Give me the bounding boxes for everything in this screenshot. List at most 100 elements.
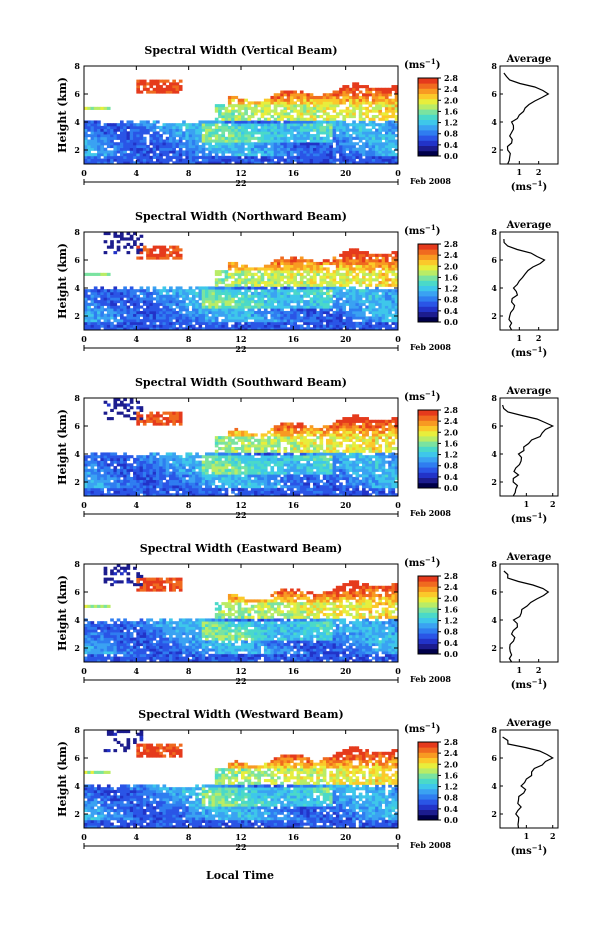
- heatmap-cell: [237, 150, 242, 154]
- heatmap-cell: [152, 463, 157, 467]
- heatmap-cell: [293, 319, 297, 323]
- heatmap-cell: [247, 150, 252, 154]
- heatmap-cell: [119, 139, 124, 143]
- heatmap-cell: [159, 466, 163, 470]
- heatmap-cell: [316, 310, 320, 315]
- heatmap-cell: [133, 305, 137, 309]
- heatmap-cell: [312, 297, 317, 301]
- heatmap-cell: [234, 436, 239, 440]
- heatmap-cell: [309, 281, 314, 285]
- heatmap-cell: [260, 286, 265, 290]
- heatmap-cell: [155, 85, 160, 89]
- heatmap-cell: [339, 313, 343, 317]
- heatmap-cell: [110, 142, 114, 146]
- heatmap-cell: [227, 313, 232, 317]
- heatmap-cell: [322, 302, 327, 306]
- heatmap-cell: [191, 134, 196, 138]
- heatmap-cell: [100, 455, 105, 459]
- heatmap-cell: [306, 93, 311, 97]
- heatmap-cell: [280, 310, 284, 315]
- heatmap-cell: [123, 289, 127, 293]
- heatmap-cell: [123, 302, 127, 306]
- heatmap-cell: [175, 153, 180, 157]
- heatmap-cell: [165, 468, 170, 472]
- heatmap-cell: [231, 447, 235, 451]
- heatmap-cell: [175, 251, 180, 255]
- heatmap-cell: [316, 324, 320, 328]
- heatmap-cell: [169, 85, 173, 89]
- heatmap-cell: [345, 319, 350, 323]
- heatmap-cell: [218, 305, 222, 309]
- heatmap-cell: [221, 104, 226, 108]
- heatmap-cell: [191, 294, 196, 298]
- heatmap-cell: [139, 324, 144, 328]
- heatmap-cell: [224, 490, 229, 494]
- heatmap-cell: [358, 321, 363, 325]
- heatmap-cell: [218, 291, 222, 296]
- heatmap-cell: [224, 310, 229, 315]
- heatmap-cell: [162, 305, 167, 309]
- heatmap-cell: [241, 270, 245, 274]
- heatmap-cell: [365, 131, 369, 135]
- heatmap-cell: [155, 87, 160, 91]
- heatmap-cell: [149, 134, 154, 138]
- heatmap-cell: [309, 310, 314, 315]
- heatmap-cell: [191, 150, 196, 154]
- heatmap-cell: [270, 155, 275, 159]
- x-tick-label: 12: [235, 168, 246, 178]
- heatmap-cell: [394, 139, 399, 143]
- heatmap-cell: [260, 128, 265, 132]
- heatmap-cell: [123, 485, 127, 489]
- heatmap-cell: [208, 120, 212, 124]
- heatmap-cell: [123, 286, 127, 290]
- heatmap-cell: [133, 134, 137, 138]
- heatmap-cell: [384, 300, 389, 304]
- heatmap-cell: [231, 155, 235, 159]
- heatmap-cell: [175, 316, 180, 320]
- heatmap-cell: [87, 468, 91, 472]
- heatmap-cell: [368, 253, 373, 257]
- heatmap-cell: [296, 300, 301, 304]
- heatmap-cell: [103, 455, 108, 459]
- heatmap-cell: [355, 321, 360, 325]
- heatmap-cell: [263, 482, 268, 486]
- heatmap-cell: [365, 106, 369, 110]
- heatmap-cell: [234, 447, 239, 451]
- heatmap-cell: [100, 142, 105, 146]
- heatmap-cell: [87, 147, 91, 151]
- heatmap-cell: [394, 153, 399, 157]
- heatmap-cell: [348, 128, 353, 132]
- heatmap-cell: [191, 490, 196, 494]
- heatmap-cell: [214, 270, 219, 274]
- heatmap-cell: [263, 117, 268, 121]
- heatmap-cell: [394, 158, 399, 162]
- heatmap-cell: [208, 150, 212, 154]
- heatmap-cell: [250, 161, 255, 165]
- heatmap-cell: [254, 452, 258, 456]
- heatmap-cell: [254, 444, 258, 448]
- heatmap-cell: [384, 305, 389, 309]
- heatmap-cell: [286, 305, 291, 309]
- heatmap-cell: [342, 264, 347, 268]
- heatmap-cell: [119, 144, 124, 149]
- heatmap-cell: [296, 115, 301, 119]
- heatmap-cell: [162, 90, 167, 94]
- heatmap-cell: [329, 115, 333, 119]
- heatmap-cell: [247, 300, 252, 304]
- heatmap-cell: [316, 267, 320, 271]
- heatmap-cell: [142, 490, 147, 494]
- heatmap-cell: [250, 457, 255, 462]
- heatmap-cell: [146, 286, 150, 290]
- heatmap-cell: [286, 131, 291, 135]
- heatmap-cell: [106, 485, 111, 489]
- heatmap-cell: [155, 485, 160, 489]
- heatmap-cell: [384, 321, 389, 325]
- heatmap-cell: [280, 158, 284, 162]
- heatmap-cell: [90, 294, 95, 298]
- heatmap-cell: [142, 131, 147, 135]
- heatmap-cell: [149, 479, 154, 483]
- heatmap-cell: [152, 319, 157, 323]
- heatmap-cell: [270, 109, 275, 113]
- heatmap-cell: [116, 403, 121, 407]
- heatmap-cell: [303, 128, 307, 132]
